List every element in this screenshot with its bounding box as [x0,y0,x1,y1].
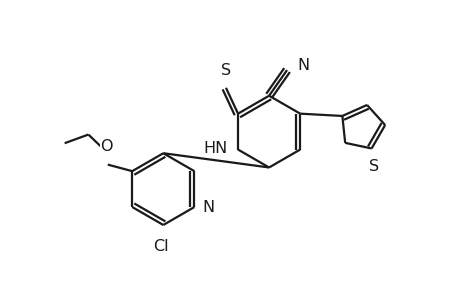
Text: S: S [368,159,378,174]
Text: S: S [220,63,230,78]
Text: HN: HN [203,141,227,156]
Text: N: N [297,58,308,73]
Text: Cl: Cl [153,239,168,254]
Text: O: O [101,140,113,154]
Text: N: N [202,200,214,214]
